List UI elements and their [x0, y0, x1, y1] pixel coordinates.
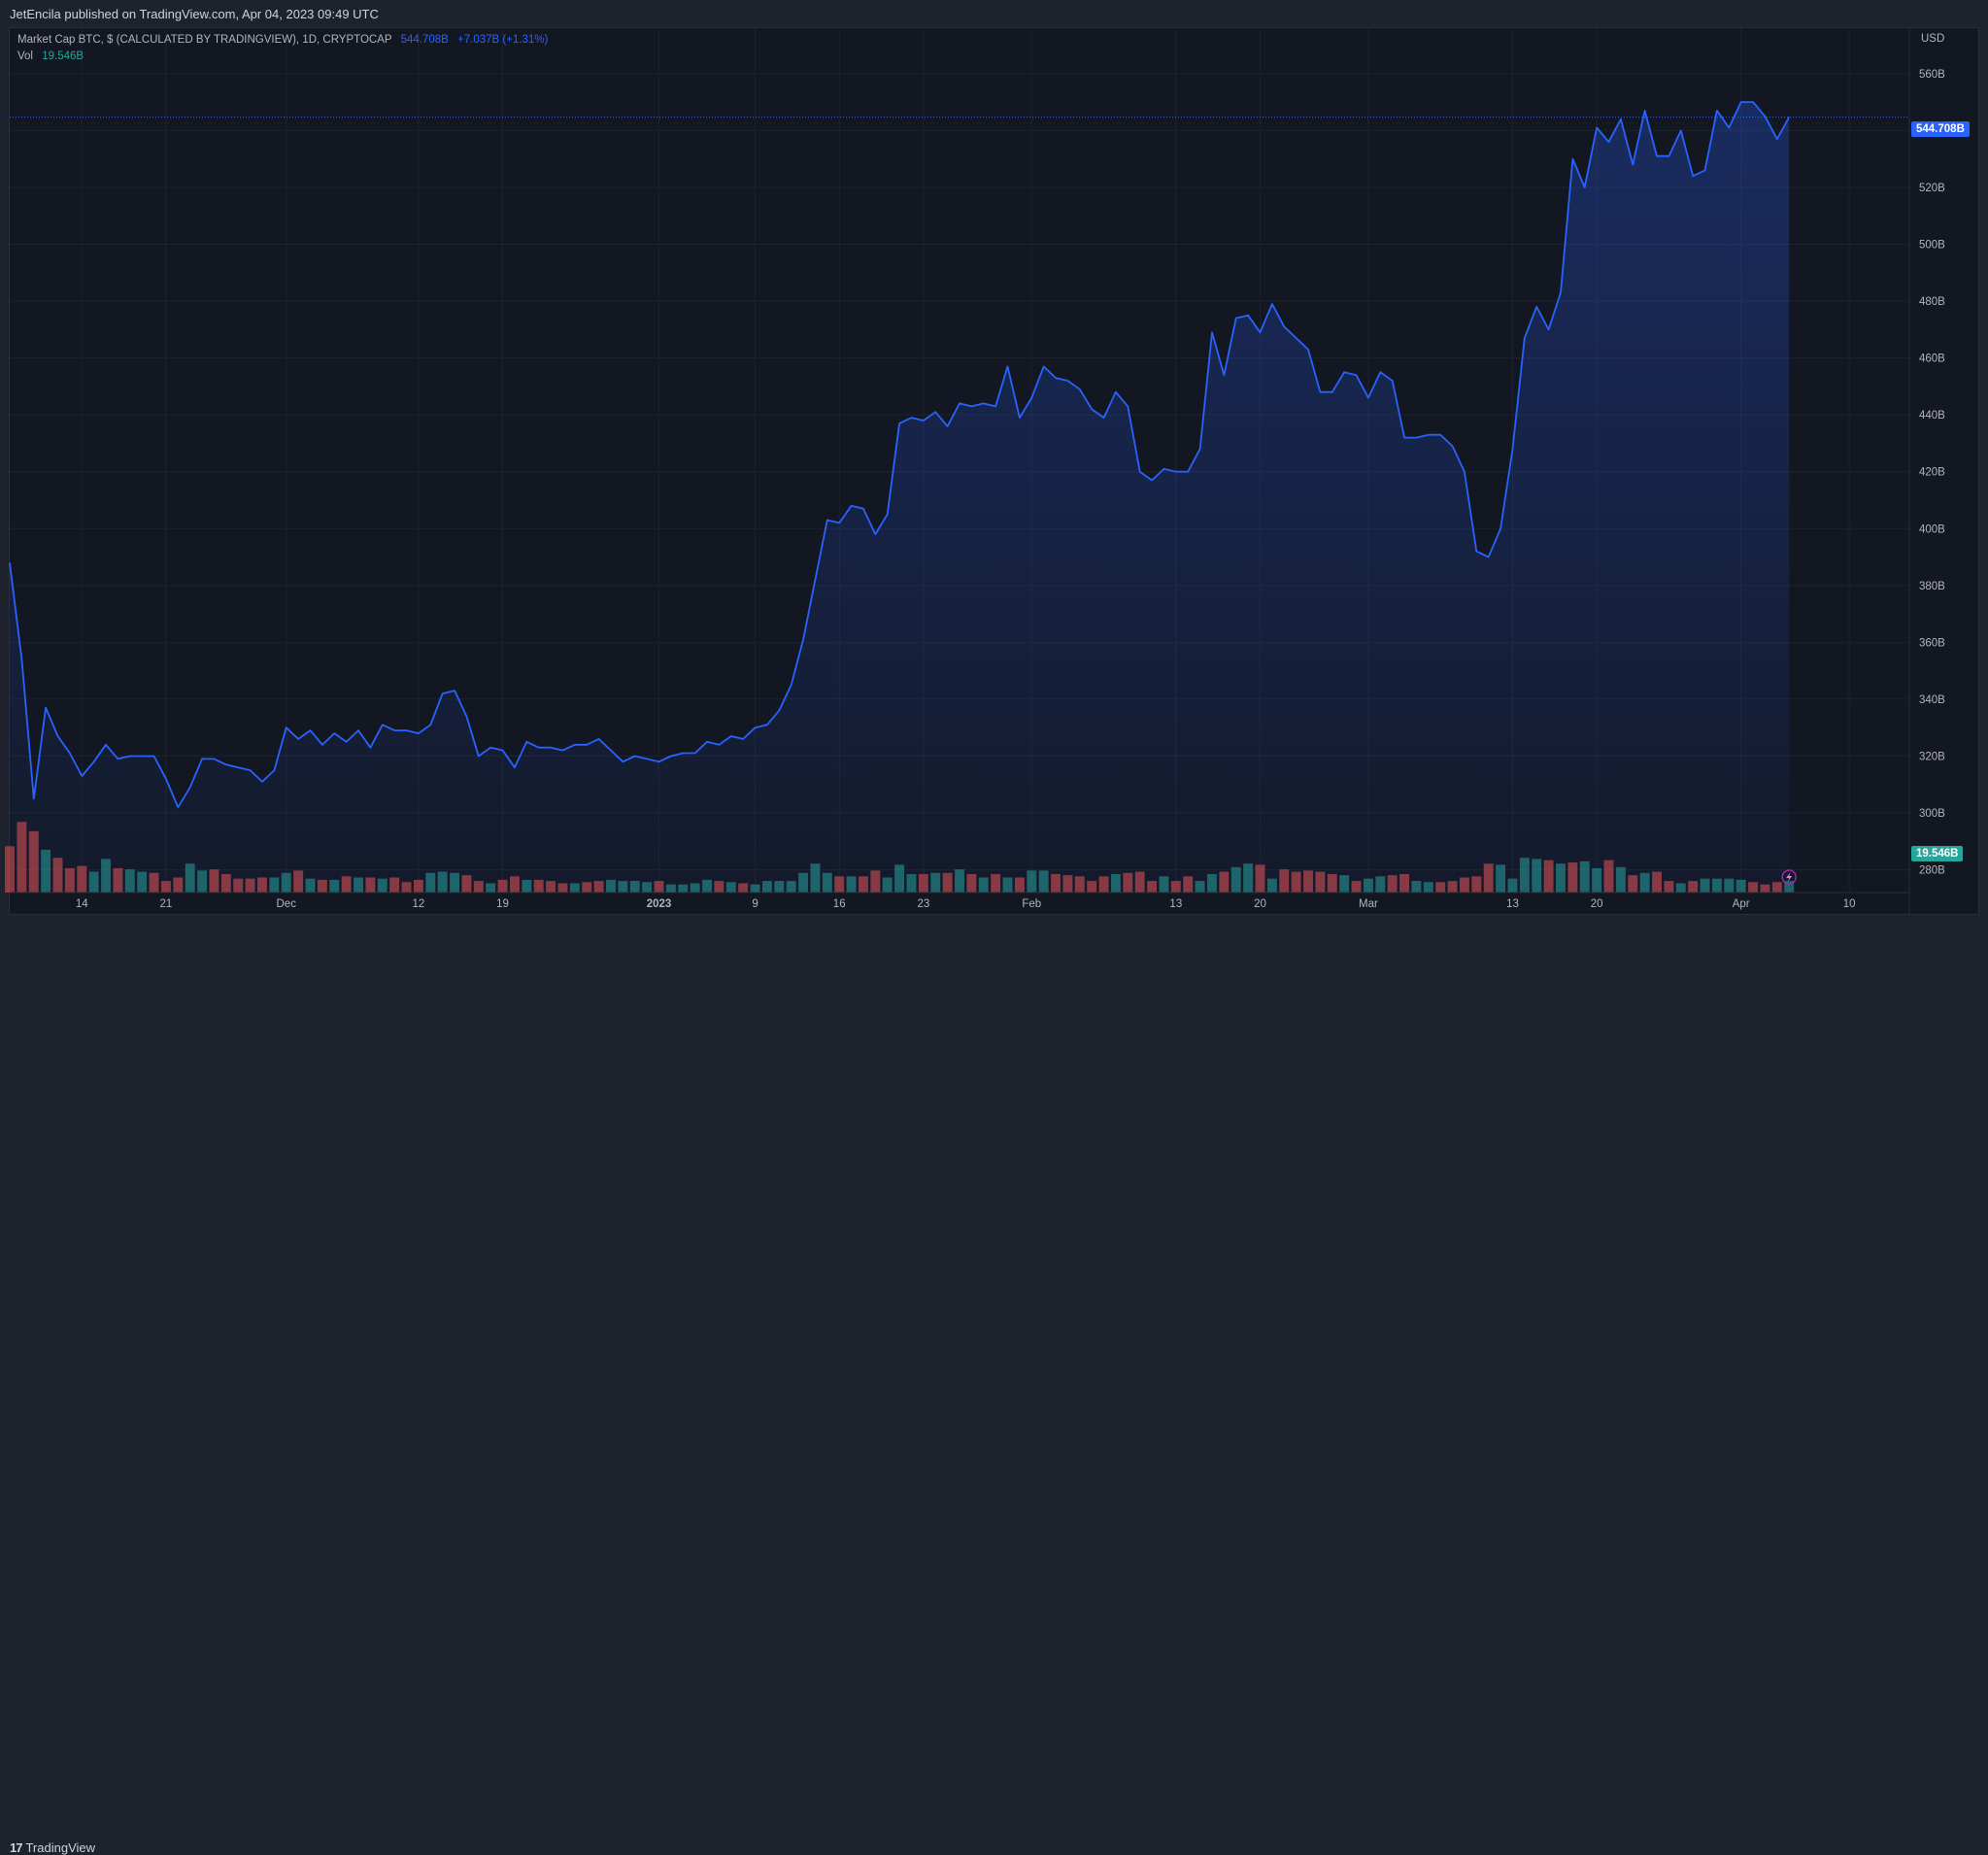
y-tick-label: 320B — [1919, 751, 1945, 762]
time-axis: 14 21 Dec 12 19 2023 9 16 23 Feb 13 20 Mar 13 20 Apr 10 — [10, 892, 1909, 910]
y-tick-label: 400B — [1919, 523, 1945, 535]
last-value: 544.708B — [400, 34, 449, 46]
chart-canvas[interactable]: 280B 300B 320B 340B 360B 380B 400B 420B 440B 460B… — [0, 0, 1988, 951]
volume-bar — [1784, 881, 1795, 893]
price-axis: 280B 300B 320B 340B 360B 380B 400B 420B 440B 460B… — [1908, 28, 1945, 915]
market-cap-line — [9, 101, 1790, 809]
x-tick-label: 20 — [1591, 898, 1603, 910]
volume-value: 19.546B — [42, 51, 84, 62]
x-tick-label: Apr — [1733, 898, 1750, 910]
series-legend[interactable]: Market Cap BTC, $ (CALCULATED BY TRADING… — [17, 34, 548, 46]
y-tick-label: 280B — [1919, 865, 1945, 877]
y-tick-label: 360B — [1919, 637, 1945, 649]
footer: 17 TradingView — [0, 915, 1988, 1855]
x-tick-label: 21 — [160, 898, 173, 910]
last-price-tag: 544.708B — [1911, 121, 1970, 137]
currency-label[interactable]: USD — [1921, 33, 1945, 45]
x-tick-label: Feb — [1022, 898, 1041, 910]
x-tick-label: Dec — [277, 898, 297, 910]
publish-header: JetEncila published on TradingView.com, … — [0, 0, 1988, 27]
tradingview-logo[interactable]: 17 TradingView — [10, 1840, 95, 1855]
x-tick-label: 12 — [413, 898, 425, 910]
y-tick-label: 340B — [1919, 694, 1945, 706]
x-tick-label: 13 — [1506, 898, 1519, 910]
last-volume-tag: 19.546B — [1911, 846, 1964, 861]
lightning-icon[interactable] — [1781, 869, 1797, 885]
x-tick-label: 2023 — [647, 898, 672, 910]
y-tick-label: 500B — [1919, 240, 1945, 252]
y-tick-label: 520B — [1919, 183, 1945, 194]
x-tick-label: 20 — [1254, 898, 1266, 910]
volume-label: Vol — [17, 51, 33, 62]
y-tick-label: 380B — [1919, 581, 1945, 592]
x-tick-label: 16 — [833, 898, 846, 910]
y-tick-label: 440B — [1919, 410, 1945, 422]
x-tick-label: 23 — [917, 898, 929, 910]
x-tick-label: 14 — [76, 898, 88, 910]
x-tick-label: 10 — [1843, 898, 1856, 910]
x-tick-label: 9 — [752, 898, 758, 910]
y-tick-label: 560B — [1919, 69, 1945, 81]
y-tick-label: 300B — [1919, 808, 1945, 820]
x-tick-label: 13 — [1169, 898, 1182, 910]
market-cap-area-fill — [10, 102, 1790, 894]
y-tick-label: 420B — [1919, 467, 1945, 479]
x-tick-label: 19 — [496, 898, 509, 910]
tradingview-logo-icon: 17 — [10, 1840, 23, 1855]
tradingview-logo-text: TradingView — [25, 1840, 96, 1855]
x-tick-label: Mar — [1359, 898, 1378, 910]
y-tick-label: 460B — [1919, 354, 1945, 365]
symbol-title: Market Cap BTC, $ (CALCULATED BY TRADING… — [17, 34, 392, 46]
publish-info: JetEncila published on TradingView.com, … — [10, 7, 379, 21]
y-tick-label: 480B — [1919, 296, 1945, 308]
change-value: +7.037B (+1.31%) — [457, 34, 549, 46]
volume-legend[interactable]: Vol 19.546B — [17, 51, 84, 62]
